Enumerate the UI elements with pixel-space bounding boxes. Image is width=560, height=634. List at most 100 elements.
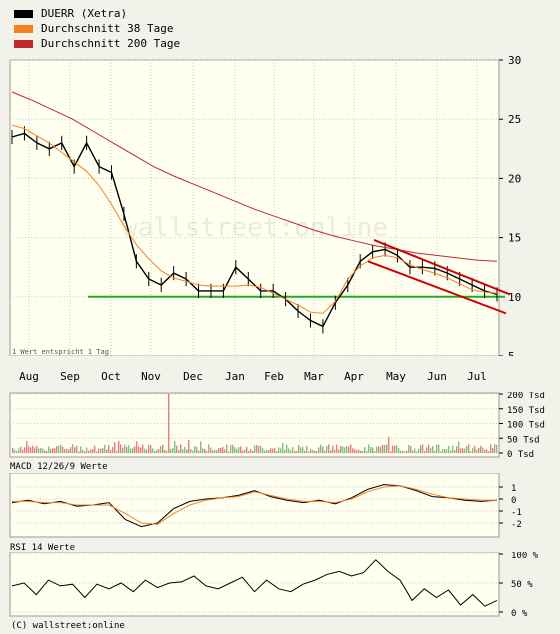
volume-bar <box>208 444 210 453</box>
volume-bar <box>156 449 158 453</box>
volume-bar <box>346 445 348 453</box>
volume-bar <box>202 448 204 453</box>
volume-bar <box>72 444 74 453</box>
x-tick-label: Apr <box>344 370 364 383</box>
volume-bar <box>384 445 386 453</box>
volume-bar <box>240 446 242 453</box>
volume-bar <box>222 446 224 453</box>
volume-bar <box>402 450 404 453</box>
volume-bar <box>138 446 140 453</box>
volume-bar <box>246 446 248 453</box>
volume-bar <box>444 449 446 453</box>
main-note: 1 Wert entspricht 1 Tag <box>12 348 109 356</box>
legend-swatch <box>14 24 33 33</box>
volume-bar <box>32 445 34 453</box>
volume-bar <box>150 445 152 453</box>
volume-bar <box>24 447 26 453</box>
volume-bar <box>284 449 286 453</box>
volume-bar <box>372 447 374 453</box>
volume-bar <box>326 445 328 453</box>
y-tick-label: 1 <box>511 484 516 494</box>
volume-bar <box>484 449 486 453</box>
volume-bar <box>180 444 182 453</box>
macd-chart: 1 0 -1 -2 <box>9 473 522 538</box>
volume-bar <box>216 449 218 453</box>
volume-bar <box>122 447 124 453</box>
macd-title: MACD 12/26/9 Werte <box>10 462 108 472</box>
x-tick-label: Jan <box>225 370 245 383</box>
volume-bar <box>154 450 156 453</box>
volume-bar <box>62 446 64 453</box>
volume-bar <box>218 447 220 453</box>
volume-bar <box>334 449 336 453</box>
volume-bar <box>92 448 94 453</box>
volume-bar <box>262 448 264 453</box>
volume-bar <box>130 448 132 453</box>
y-tick-label: 50 % <box>511 580 533 590</box>
y-tick-label: 0 <box>511 496 516 506</box>
volume-bar <box>252 450 254 453</box>
volume-bar <box>36 445 38 453</box>
y-tick-label: 30 <box>508 56 521 67</box>
volume-bar <box>448 445 450 453</box>
volume-bar <box>88 450 90 453</box>
volume-bar <box>454 450 456 453</box>
volume-bar <box>348 446 350 453</box>
volume-bar <box>84 451 86 453</box>
volume-bar <box>272 448 274 453</box>
volume-bar <box>40 448 42 453</box>
legend-item-duerr: DUERR (Xetra) <box>14 6 180 21</box>
volume-bar <box>294 450 296 453</box>
volume-bar <box>230 445 232 453</box>
volume-bar <box>96 451 98 453</box>
volume-bar <box>396 445 398 453</box>
y-tick-label: 200 Tsd <box>507 392 545 401</box>
volume-bar <box>286 444 288 453</box>
volume-bar <box>464 448 466 453</box>
volume-bar <box>66 448 68 453</box>
volume-bar <box>126 446 128 453</box>
volume-bar <box>244 449 246 453</box>
volume-bar <box>468 444 470 453</box>
channel-upper <box>373 239 511 296</box>
y-tick-label: 25 <box>508 113 521 126</box>
volume-bar <box>318 447 320 453</box>
volume-bar <box>110 450 112 453</box>
volume-bar <box>30 447 32 453</box>
y-tick-label: 0 Tsd <box>507 450 534 458</box>
volume-bar <box>364 447 366 453</box>
x-tick-label: May <box>386 370 406 383</box>
volume-bar <box>54 448 56 453</box>
volume-bar <box>314 450 316 453</box>
volume-bar <box>28 446 30 453</box>
y-tick-label: -1 <box>511 508 522 518</box>
volume-bar <box>378 446 380 453</box>
volume-bar <box>232 444 234 453</box>
volume-bar <box>366 450 368 453</box>
volume-bar <box>488 451 490 453</box>
volume-bar <box>274 448 276 453</box>
volume-bar <box>158 449 160 453</box>
volume-bar <box>104 444 106 453</box>
volume-bar <box>258 446 260 453</box>
volume-bar <box>22 449 24 453</box>
volume-bar <box>302 446 304 453</box>
volume-bar <box>170 448 172 453</box>
volume-bar <box>298 445 300 453</box>
volume-bar <box>442 449 444 453</box>
volume-bar <box>410 445 412 453</box>
volume-bar <box>350 444 352 453</box>
volume-bar <box>282 442 284 453</box>
volume-bar <box>362 451 364 453</box>
volume-bar <box>354 448 356 453</box>
volume-bar <box>482 447 484 453</box>
volume-bar <box>34 447 36 453</box>
volume-bar <box>146 449 148 453</box>
y-tick-label: 10 <box>508 291 521 304</box>
x-tick-label: Nov <box>141 370 161 383</box>
legend-label: Durchschnitt 200 Tage <box>41 37 181 50</box>
x-tick-label: Jul <box>467 370 487 383</box>
volume-bar <box>368 444 370 453</box>
volume-bar <box>194 446 196 453</box>
volume-bar <box>374 451 376 453</box>
